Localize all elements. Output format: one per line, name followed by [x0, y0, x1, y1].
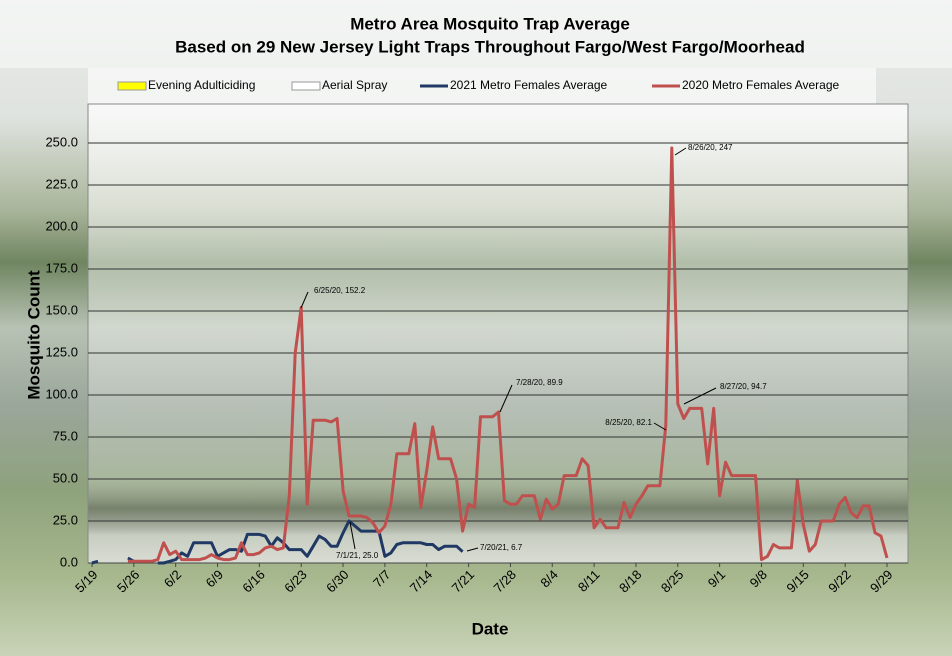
x-tick-label: 9/15	[783, 567, 812, 596]
legend-swatch	[292, 82, 320, 90]
annotation: 7/1/21, 25.0	[336, 551, 379, 560]
chart-title: Metro Area Mosquito Trap Average	[350, 14, 630, 33]
x-tick-label: 9/1	[705, 567, 728, 590]
x-axis-label: Date	[472, 619, 509, 638]
y-tick-label: 175.0	[45, 260, 78, 275]
annotation: 8/26/20, 247	[688, 143, 733, 152]
x-tick-label: 6/9	[203, 567, 226, 590]
chart-subtitle: Based on 29 New Jersey Light Traps Throu…	[175, 37, 805, 56]
x-tick-label: 8/4	[537, 567, 560, 590]
y-tick-label: 0.0	[60, 554, 78, 569]
y-tick-label: 25.0	[53, 512, 78, 527]
x-tick-label: 6/16	[239, 567, 268, 596]
legend-label: 2020 Metro Females Average	[682, 78, 840, 92]
x-tick-label: 7/14	[407, 567, 436, 596]
x-tick-label: 5/19	[72, 567, 101, 596]
page: Metro Area Mosquito Trap Average Based o…	[0, 0, 952, 656]
y-tick-label: 250.0	[45, 134, 78, 149]
annotation: 7/20/21, 6.7	[480, 543, 523, 552]
annotation: 8/25/20, 82.1	[605, 418, 652, 427]
x-tick-label: 9/29	[867, 567, 896, 596]
annotation: 6/25/20, 152.2	[314, 286, 366, 295]
y-tick-label: 75.0	[53, 428, 78, 443]
legend-label: Evening Adulticiding	[148, 78, 255, 92]
y-tick-label: 100.0	[45, 386, 78, 401]
legend-label: Aerial Spray	[322, 78, 387, 92]
x-tick-label: 9/22	[825, 567, 854, 596]
x-tick-label: 6/30	[323, 567, 352, 596]
y-tick-label: 50.0	[53, 470, 78, 485]
x-tick-label: 8/25	[658, 567, 687, 596]
x-tick-label: 7/28	[490, 567, 519, 596]
annotation: 7/28/20, 89.9	[516, 378, 563, 387]
x-tick-label: 7/21	[449, 567, 478, 596]
plot-area	[88, 104, 908, 563]
y-tick-label: 125.0	[45, 344, 78, 359]
x-tick-label: 9/8	[747, 567, 770, 590]
legend-label: 2021 Metro Females Average	[450, 78, 608, 92]
title-band	[0, 0, 952, 68]
chart: Metro Area Mosquito Trap Average Based o…	[0, 0, 952, 656]
y-axis-label: Mosquito Count	[24, 270, 43, 400]
legend-swatch	[118, 82, 146, 90]
x-tick-label: 8/18	[616, 567, 645, 596]
annotation: 8/27/20, 94.7	[720, 382, 767, 391]
x-tick-label: 6/2	[161, 567, 184, 590]
x-tick-label: 5/26	[114, 567, 143, 596]
x-tick-label: 7/7	[370, 567, 393, 590]
x-tick-label: 6/23	[281, 567, 310, 596]
y-tick-label: 225.0	[45, 176, 78, 191]
x-tick-label: 8/11	[575, 567, 603, 595]
y-tick-label: 150.0	[45, 302, 78, 317]
y-tick-label: 200.0	[45, 218, 78, 233]
